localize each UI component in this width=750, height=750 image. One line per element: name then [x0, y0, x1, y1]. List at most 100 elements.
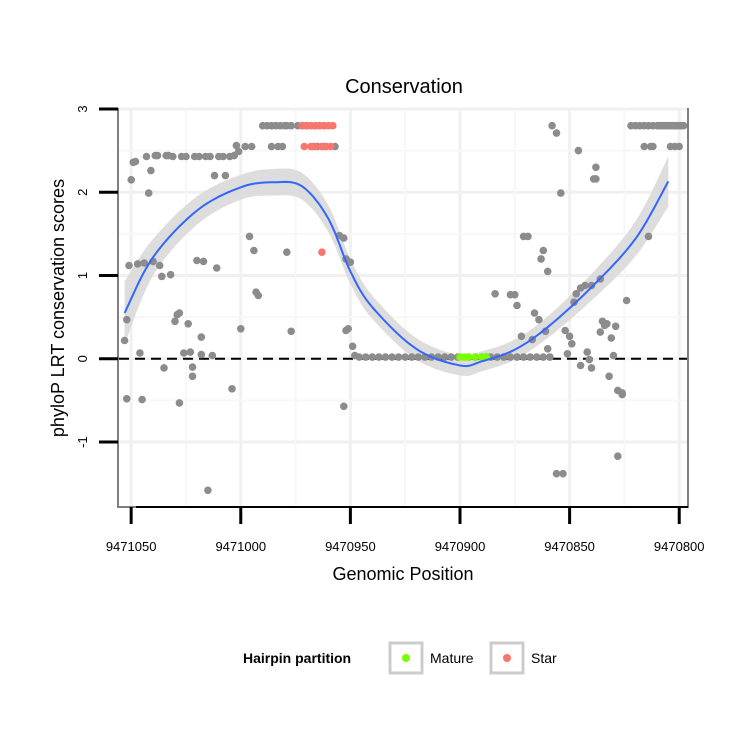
point-other [169, 152, 177, 161]
legend-marker-star [503, 654, 511, 662]
point-other [622, 296, 631, 305]
y-tick-label: 2 [75, 189, 90, 196]
point-other [142, 152, 151, 161]
point-other [513, 301, 521, 310]
point-other [340, 234, 348, 242]
point-star [326, 142, 335, 151]
point-other [221, 171, 230, 180]
point-other [267, 142, 276, 151]
point-other [530, 309, 539, 317]
point-other [120, 336, 129, 345]
point-other [361, 353, 370, 361]
point-other [140, 259, 149, 267]
x-tick-label: 9470950 [325, 539, 376, 554]
point-other [513, 353, 521, 361]
point-other [197, 350, 206, 359]
point-other [195, 152, 203, 161]
point-other [408, 353, 416, 361]
point-other [611, 322, 620, 331]
point-other [348, 342, 357, 351]
point-other [532, 353, 541, 361]
point-other [283, 248, 291, 256]
point-other [368, 353, 377, 361]
point-other [592, 175, 600, 183]
point-other [583, 348, 591, 356]
point-other [153, 151, 162, 160]
point-other [133, 260, 142, 268]
point-other [543, 267, 552, 276]
x-axis: 9471050 9471000 9470950 9470900 9470850 94708… [106, 506, 705, 554]
point-other [581, 281, 589, 290]
legend-label-mature: Mature [430, 650, 474, 666]
point-star [329, 121, 337, 130]
point-other [526, 353, 534, 361]
point-other [287, 327, 296, 336]
y-tick-label: 3 [75, 105, 90, 112]
smooth-line [123, 180, 670, 368]
point-other [175, 309, 184, 317]
point-other [193, 256, 201, 265]
point-other [208, 351, 217, 360]
point-star [311, 142, 320, 151]
point-other [182, 152, 190, 161]
point-other [559, 469, 567, 478]
point-star [318, 248, 326, 256]
point-other [440, 353, 449, 361]
legend-marker-mature [402, 654, 410, 662]
point-other [180, 349, 188, 357]
point-other [234, 147, 243, 156]
point-other [592, 163, 600, 172]
point-other [254, 291, 263, 300]
point-other [401, 353, 410, 361]
point-other [210, 171, 219, 180]
point-other [188, 372, 197, 381]
y-axis: 3 2 1 0 -1 [75, 105, 118, 448]
plot-panel [117, 108, 689, 508]
point-other [565, 332, 574, 341]
point-other [278, 142, 287, 151]
point-other [587, 281, 596, 290]
point-other [136, 349, 144, 357]
point-other [524, 232, 532, 241]
point-other [644, 232, 653, 241]
y-tick-label: 0 [75, 355, 90, 362]
point-other [447, 353, 456, 361]
point-other [552, 469, 561, 478]
point-other [519, 353, 528, 361]
y-tick-label: -1 [75, 436, 90, 448]
point-other [346, 258, 355, 267]
chart-title: Conservation [345, 76, 463, 98]
legend-label-star: Star [531, 650, 557, 666]
legend: Hairpin partition Mature Star [243, 641, 557, 675]
point-other [394, 353, 403, 361]
point-other [535, 315, 543, 324]
x-tick-label: 9470800 [654, 539, 705, 554]
point-other [344, 325, 353, 333]
point-other [184, 320, 192, 328]
point-other [570, 298, 578, 307]
point-other [552, 129, 561, 137]
point-other [414, 353, 423, 361]
point-other [649, 142, 657, 151]
point-other [539, 353, 548, 361]
point-other [123, 315, 131, 324]
point-other [355, 353, 364, 361]
y-tick-label: 1 [75, 272, 90, 279]
point-other [131, 157, 140, 166]
point-mature [471, 353, 480, 361]
x-tick-label: 9470850 [544, 539, 595, 554]
x-tick-label: 9471050 [106, 539, 157, 554]
point-other [127, 176, 135, 184]
point-other [175, 399, 184, 407]
point-other [186, 348, 195, 356]
point-other [247, 142, 256, 151]
point-other [199, 257, 208, 266]
point-other [640, 142, 648, 151]
x-tick-label: 9470900 [435, 539, 486, 554]
point-other [138, 395, 146, 404]
point-other [155, 261, 164, 270]
scatter-points [120, 121, 688, 495]
point-other [618, 389, 626, 397]
point-other [679, 121, 688, 130]
point-other [144, 189, 153, 197]
